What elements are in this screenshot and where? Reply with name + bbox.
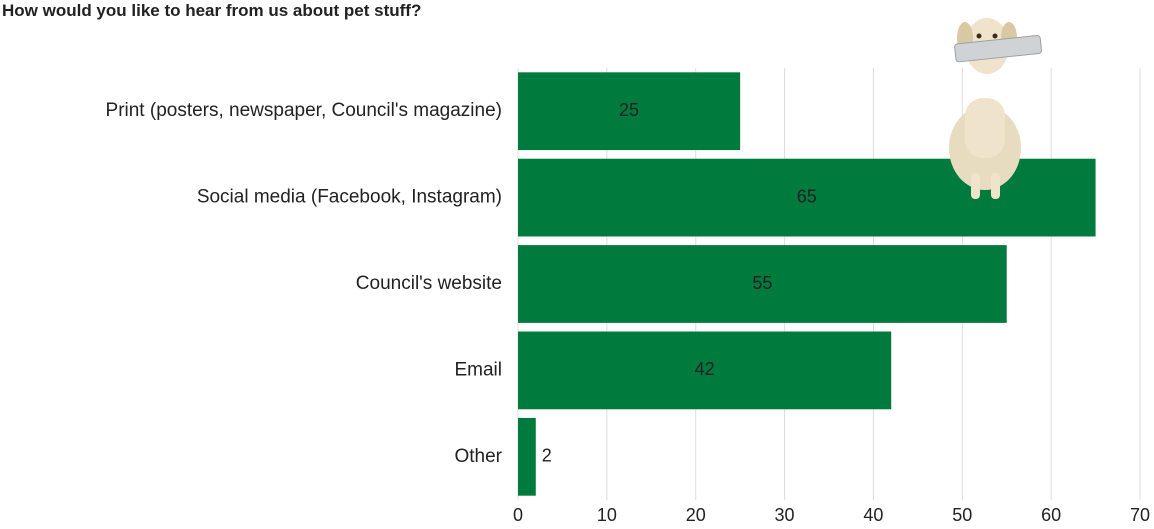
- y-tick-label: Print (posters, newspaper, Council's mag…: [106, 100, 502, 121]
- dog-leg: [991, 173, 1000, 199]
- bar: [518, 72, 741, 151]
- x-tick-label: 10: [597, 505, 617, 525]
- y-tick-label: Other: [454, 446, 502, 467]
- dog-eye: [976, 33, 982, 39]
- dog-eye: [992, 33, 998, 39]
- y-tick-label: Email: [454, 359, 502, 380]
- bar: [518, 417, 536, 496]
- value-label: 55: [752, 273, 772, 293]
- dog-illustration: [949, 18, 1042, 199]
- dog-chest: [965, 98, 1005, 158]
- value-label: 25: [619, 100, 639, 120]
- value-label: 65: [797, 186, 817, 206]
- x-tick-label: 50: [952, 505, 972, 525]
- x-tick-label: 0: [513, 505, 523, 525]
- bar: [518, 245, 1007, 323]
- value-label: 2: [542, 446, 552, 466]
- x-tick-label: 60: [1041, 505, 1061, 525]
- x-tick-label: 30: [775, 505, 795, 525]
- bar: [518, 331, 892, 410]
- y-tick-label: Council's website: [356, 273, 502, 294]
- y-tick-label: Social media (Facebook, Instagram): [197, 187, 502, 208]
- dog-leg: [971, 173, 980, 199]
- newspaper: [954, 35, 1042, 63]
- x-tick-label: 20: [686, 505, 706, 525]
- bars: [518, 72, 1096, 496]
- chart-title: How would you like to hear from us about…: [2, 1, 421, 20]
- x-tick-label: 40: [863, 505, 883, 525]
- value-label: 42: [695, 359, 715, 379]
- x-tick-label: 70: [1130, 505, 1150, 525]
